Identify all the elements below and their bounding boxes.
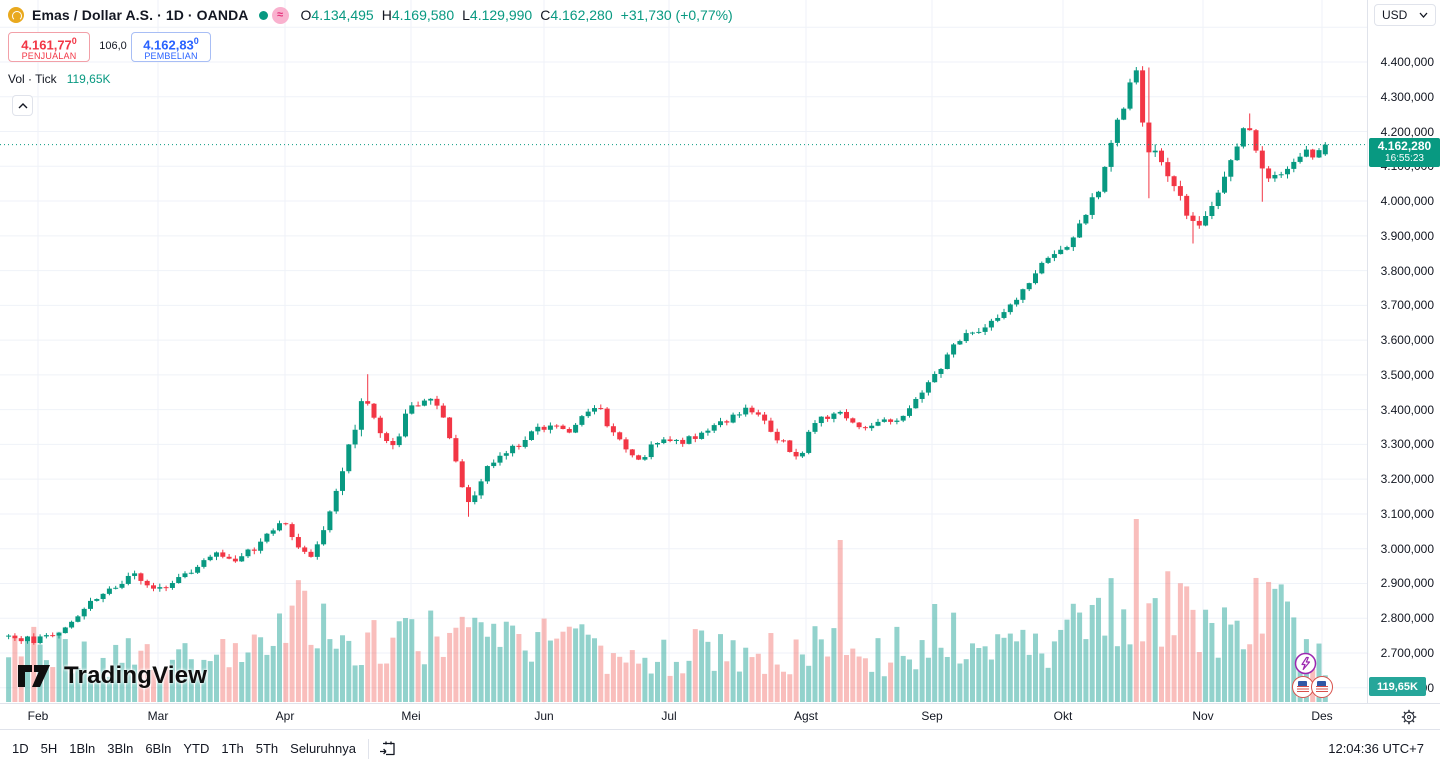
price-axis-label: 2.900,000 — [1380, 576, 1434, 591]
range-5Th[interactable]: 5Th — [255, 741, 279, 756]
high-value: 4.169,580 — [391, 7, 455, 23]
chart-canvas[interactable]: TradingView Emas / Dollar A.S. · 1D · OA… — [0, 0, 1367, 703]
price-axis-label: 4.400,000 — [1380, 55, 1434, 69]
ohlc-values: O4.134,495 H4.169,580 L4.129,990 C4.162,… — [300, 7, 733, 23]
toolbar-divider — [367, 738, 369, 759]
price-axis-label: 2.800,000 — [1380, 611, 1434, 626]
price-axis-label: 3.100,000 — [1380, 506, 1434, 521]
time-axis-label: Des — [1311, 709, 1333, 723]
lightning-icon — [1294, 652, 1317, 675]
currency-selector[interactable]: USD — [1374, 4, 1436, 26]
price-axis[interactable]: USD 4.400,0004.300,0004.200,0004.100,000… — [1367, 0, 1440, 703]
price-axis-label: 4.000,000 — [1380, 194, 1434, 209]
candlestick-chart[interactable] — [0, 0, 1367, 703]
time-axis-label: Okt — [1053, 709, 1073, 723]
spread-value: 106,0 — [99, 40, 127, 52]
time-axis-label: Mar — [147, 709, 169, 723]
symbol-title[interactable]: Emas / Dollar A.S. · 1D · OANDA — [32, 7, 249, 23]
range-1D[interactable]: 1D — [12, 741, 29, 756]
time-axis-label: Apr — [275, 709, 295, 723]
volume-indicator-value: 119,65K — [66, 72, 111, 86]
sentiment-coins-icon[interactable] — [1292, 676, 1338, 700]
price-axis-label: 3.900,000 — [1380, 228, 1434, 243]
time-axis-label: Sep — [921, 709, 943, 723]
price-axis-label: 3.200,000 — [1380, 472, 1434, 487]
price-axis-label: 3.700,000 — [1380, 298, 1434, 313]
market-status-dot-icon[interactable] — [258, 10, 268, 20]
chevron-down-icon — [1419, 12, 1428, 18]
buy-button[interactable]: 4.162,830 PEMBELIAN — [131, 32, 211, 62]
boost-icon[interactable] — [1294, 652, 1317, 680]
calendar-goto-icon — [379, 741, 395, 756]
range-Seluruhnya[interactable]: Seluruhnya — [290, 741, 356, 756]
chevron-up-icon — [18, 102, 27, 108]
close-value: 4.162,280 — [550, 7, 613, 23]
price-axis-label: 3.300,000 — [1380, 437, 1434, 452]
range-6Bln[interactable]: 6Bln — [145, 741, 172, 756]
volume-badge: 119,65K — [1369, 677, 1426, 696]
volume-indicator-label[interactable]: Vol · Tick — [8, 72, 57, 86]
settings-gear-icon[interactable] — [1401, 709, 1417, 730]
range-3Bln[interactable]: 3Bln — [107, 741, 134, 756]
time-axis-label: Feb — [27, 709, 49, 723]
range-YTD[interactable]: YTD — [183, 741, 210, 756]
volume-indicator-row: Vol · Tick 119,65K — [8, 72, 111, 86]
time-axis-label: Jun — [534, 709, 554, 723]
time-axis-label: Jul — [661, 709, 677, 723]
range-selector: 1D 5H 1Bln 3Bln 6Bln YTD 1Th 5Th Seluruhnya — [12, 741, 356, 756]
price-axis-label: 3.000,000 — [1380, 541, 1434, 556]
change-value: +31,730 (+0,77%) — [620, 7, 733, 23]
tradingview-logo-icon — [18, 665, 50, 687]
open-value: 4.134,495 — [311, 7, 374, 23]
price-axis-label: 4.200,000 — [1380, 124, 1434, 139]
ideas-stream-icon[interactable]: ≈ — [271, 6, 289, 24]
time-axis[interactable]: Feb Mar Apr Mei Jun Jul Agst Sep Okt Nov Des — [0, 703, 1440, 729]
clock[interactable]: 12:04:36 UTC+7 — [1328, 741, 1424, 756]
range-1Th[interactable]: 1Th — [221, 741, 244, 756]
buy-label: PEMBELIAN — [144, 51, 198, 62]
time-axis-label: Nov — [1192, 709, 1214, 723]
gold-coin-icon — [8, 7, 24, 23]
range-1Bln[interactable]: 1Bln — [69, 741, 96, 756]
collapse-legend-button[interactable] — [12, 95, 33, 116]
price-axis-label: 3.500,000 — [1380, 367, 1434, 382]
countdown-timer: 16:55:23 — [1385, 152, 1424, 164]
time-axis-label: Agst — [793, 709, 819, 723]
price-axis-label: 2.700,000 — [1380, 646, 1434, 660]
price-axis-label: 4.300,000 — [1380, 89, 1434, 104]
price-axis-label: 3.600,000 — [1380, 333, 1434, 348]
range-5H[interactable]: 5H — [40, 741, 58, 756]
sell-label: PENJUALAN — [21, 51, 77, 62]
coin-flag-icon — [1311, 676, 1333, 698]
last-price-value: 4.162,280 — [1377, 138, 1432, 153]
sell-button[interactable]: 4.161,770 PENJUALAN — [8, 32, 90, 62]
tradingview-watermark: TradingView — [18, 662, 207, 690]
symbol-legend: Emas / Dollar A.S. · 1D · OANDA ≈ O4.134… — [8, 4, 733, 26]
goto-date-button[interactable] — [379, 740, 396, 757]
watermark-text: TradingView — [64, 662, 208, 689]
last-price-badge: 4.162,280 16:55:23 — [1369, 137, 1440, 167]
time-axis-label: Mei — [401, 709, 421, 723]
price-axis-label: 3.800,000 — [1380, 263, 1434, 278]
price-axis-label: 3.400,000 — [1380, 402, 1434, 417]
low-value: 4.129,990 — [469, 7, 533, 23]
bottom-toolbar: 1D 5H 1Bln 3Bln 6Bln YTD 1Th 5Th Seluruhnya 12:0… — [0, 729, 1440, 767]
